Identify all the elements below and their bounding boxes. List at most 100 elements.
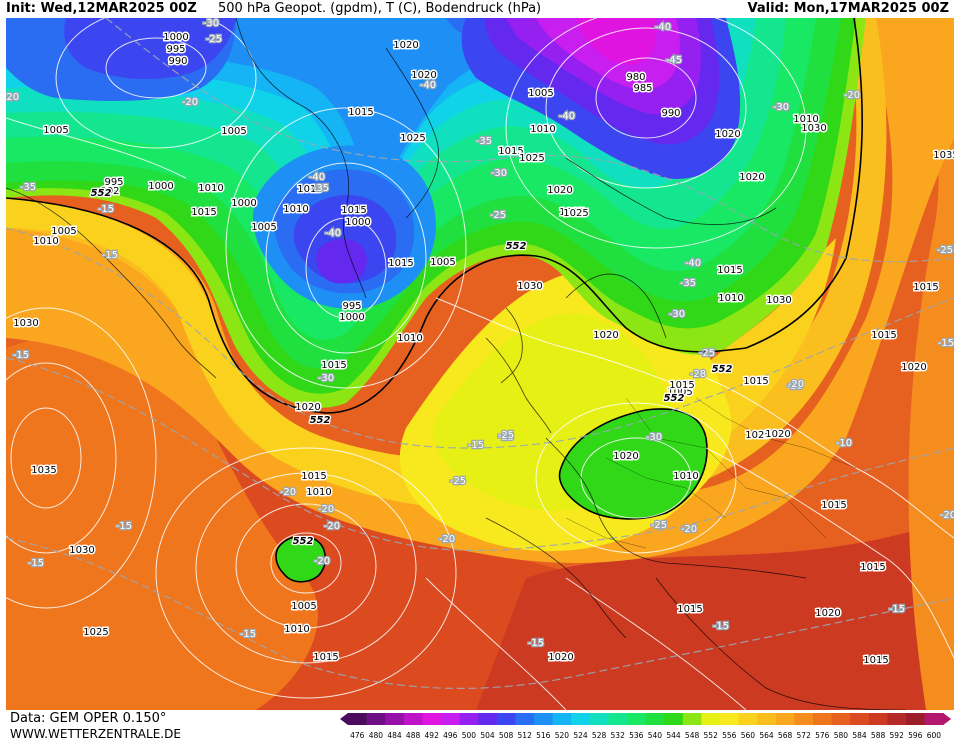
temperature-label: -25	[498, 432, 514, 443]
legend-swatch	[385, 713, 405, 725]
pressure-label: 1005	[430, 257, 455, 268]
pressure-label: 990	[168, 56, 187, 67]
pressure-label: 1020	[547, 185, 572, 196]
legend-tick-label: 576	[815, 731, 830, 740]
temperature-label: -30	[669, 309, 685, 320]
temperature-label: -20	[6, 92, 19, 103]
pressure-label: 1015	[321, 360, 346, 371]
temperature-label: -15	[102, 250, 118, 261]
pressure-label: 1010	[718, 293, 743, 304]
temperature-label: -15	[240, 629, 256, 640]
legend-tick-label: 484	[387, 731, 402, 740]
pressure-label: 1020	[593, 330, 618, 341]
field-576-west	[6, 336, 318, 710]
pressure-label: 1005	[291, 601, 316, 612]
contour-552-main	[6, 18, 863, 414]
temperature-label: -35	[680, 278, 696, 289]
legend-swatch	[348, 713, 368, 725]
low-arctic-492	[576, 18, 657, 65]
legend-swatch	[366, 713, 386, 725]
coastlines	[6, 18, 907, 710]
pressure-label: 1015	[297, 184, 322, 195]
legend-swatch	[887, 713, 907, 725]
pressure-label: 1010	[198, 183, 223, 194]
legend-swatch	[794, 713, 814, 725]
legend-tick-label: 512	[518, 731, 533, 740]
legend-tick-label: 592	[890, 731, 905, 740]
temperature-label: -15	[28, 558, 44, 569]
legend-tick-label: 520	[555, 731, 570, 740]
temperature-label: -10	[836, 438, 852, 449]
geopotential-552-label: 552	[664, 393, 685, 404]
temperature-label: -30	[318, 373, 334, 384]
temperature-label: -28	[690, 369, 706, 380]
temperature-label: -20	[787, 381, 803, 392]
pressure-label: 992	[100, 186, 119, 197]
legend-tick-label: 572	[797, 731, 812, 740]
temperature-label: -35	[313, 183, 329, 194]
legend-swatch	[924, 713, 944, 725]
geopotential-552-label: 552	[293, 536, 314, 547]
isobars	[6, 18, 954, 710]
pressure-label: 995	[342, 301, 361, 312]
pressure-label: 1020	[765, 429, 790, 440]
pressure-label: 1015	[860, 562, 885, 573]
legend-swatch	[552, 713, 572, 725]
legend-swatch	[682, 713, 702, 725]
geopotential-552-label: 552	[310, 415, 331, 426]
pressure-label: 1015	[348, 107, 373, 118]
pressure-label: 1010	[306, 487, 331, 498]
temperature-label: -15	[98, 204, 114, 215]
pressure-label: 990	[661, 108, 680, 119]
legend-swatch	[775, 713, 795, 725]
legend-swatch	[403, 713, 423, 725]
temperature-label: -20	[318, 504, 334, 515]
temperature-label: -30	[491, 168, 507, 179]
pressure-label: 985	[633, 83, 652, 94]
pressure-label: 1035	[933, 150, 954, 161]
temperature-label: -35	[20, 182, 36, 193]
pressure-label: 1025	[519, 153, 544, 164]
temperature-label: -15	[468, 440, 484, 451]
legend-tick-label: 544	[666, 731, 681, 740]
temperature-label: -25	[651, 520, 667, 531]
legend-tick-label: 548	[685, 731, 700, 740]
pressure-label: 1030	[517, 281, 542, 292]
pressure-label: 1010	[284, 624, 309, 635]
temperature-label: -40	[685, 258, 701, 269]
temperature-label: -30	[773, 102, 789, 113]
legend-swatch	[422, 713, 442, 725]
website-url: WWW.WETTERZENTRALE.DE	[10, 727, 181, 741]
pressure-label: 1010	[793, 114, 818, 125]
pressure-label: 1030	[13, 318, 38, 329]
temperature-label: -30	[646, 432, 662, 443]
legend-tick-label: 508	[499, 731, 514, 740]
pressure-label: 1015	[871, 330, 896, 341]
pressure-label: 1030	[69, 545, 94, 556]
pressure-label: 1005	[221, 126, 246, 137]
pressure-label: 1015	[863, 655, 888, 666]
legend-swatch	[645, 713, 665, 725]
legend-tick-label: 552	[704, 731, 719, 740]
weather-map: 1000 995 990 1020 1020 1005 980 985 990 1015 1005 1…	[6, 18, 954, 710]
pressure-label: 1015	[677, 604, 702, 615]
borders	[565, 397, 857, 549]
field-588-east	[476, 518, 954, 710]
temperature-label: -40	[309, 172, 325, 183]
legend-tick-label: 584	[852, 731, 867, 740]
legend-tick-label: 480	[369, 731, 384, 740]
pressure-label: 1020	[613, 451, 638, 462]
chart-header: Init: Wed,12MAR2025 00Z 500 hPa Geopot. …	[0, 0, 959, 18]
pressure-label: 1020	[393, 40, 418, 51]
field-572-east	[886, 18, 954, 710]
pressure-label: 1015	[301, 471, 326, 482]
temperature-label: -25	[699, 348, 715, 359]
pressure-label: 1015	[717, 265, 742, 276]
legend-tick-label: 532	[611, 731, 626, 740]
temperature-label: -20	[439, 534, 455, 545]
pressure-label: 1015	[559, 207, 584, 218]
legend-tick-label: 588	[871, 731, 886, 740]
contour-552-europe	[558, 408, 708, 520]
temperature-label: -25	[206, 34, 222, 45]
